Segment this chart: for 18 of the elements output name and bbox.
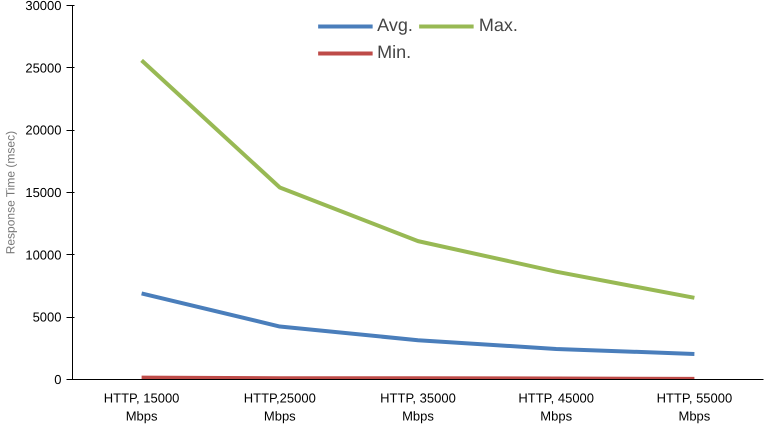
line-series [140,291,696,356]
y-tick-label: 20000 [25,122,62,138]
y-tick-label: 10000 [25,247,62,262]
x-tick-label: HTTP, 45000 Mbps [518,390,594,424]
x-tick-label: HTTP, 15000 Mbps [104,390,180,424]
y-tick-label: 30000 [25,0,62,13]
x-tick-label: HTTP,25000 Mbps [244,390,316,424]
legend-label: Avg. [377,15,413,36]
y-tick-label: 0 [54,372,62,387]
legend-label: Max. [478,15,518,36]
y-axis-title: Response Time (msec) [3,130,18,254]
y-tick-label: 5000 [32,310,62,325]
x-tick-label: HTTP, 35000 Mbps [380,390,456,424]
line-series [140,58,696,300]
y-tick-label: 15000 [25,185,62,200]
legend-label: Min. [377,42,412,63]
y-tick-label: 25000 [25,60,62,76]
x-tick-label: HTTP, 55000 Mbps [656,390,732,424]
